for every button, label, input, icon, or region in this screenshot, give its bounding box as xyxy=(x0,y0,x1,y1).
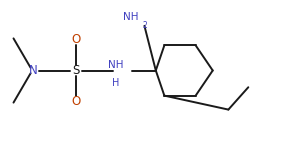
Text: O: O xyxy=(72,33,81,46)
Text: NH: NH xyxy=(108,60,124,70)
Text: 2: 2 xyxy=(143,21,148,30)
Text: S: S xyxy=(72,64,80,77)
Text: N: N xyxy=(29,64,38,77)
Text: NH: NH xyxy=(122,12,138,22)
Text: O: O xyxy=(72,95,81,108)
Text: H: H xyxy=(112,78,120,88)
